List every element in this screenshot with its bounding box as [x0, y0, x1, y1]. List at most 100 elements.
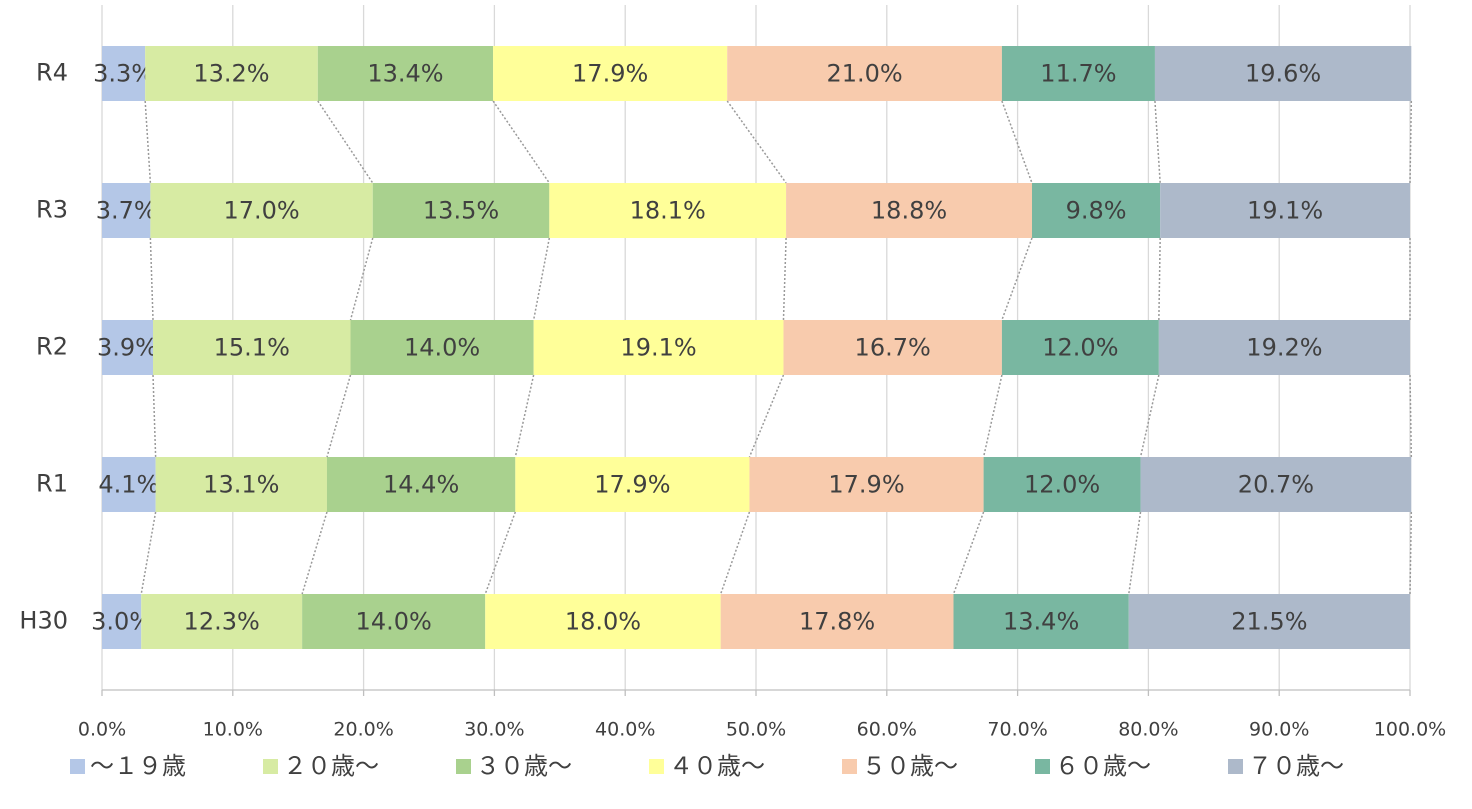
x-tick-label: 60.0% [857, 719, 917, 741]
bar-segment [485, 594, 721, 649]
bar-segment [145, 46, 318, 101]
data-label: 13.4% [1003, 608, 1079, 636]
bar-segment [141, 594, 303, 649]
data-label: 13.4% [367, 60, 443, 88]
bar-segment [326, 457, 516, 512]
bar-segment [549, 183, 787, 238]
legend-label: ～１９歳 [90, 752, 186, 780]
data-label: 18.1% [630, 197, 706, 225]
x-tick-label: 80.0% [1118, 719, 1178, 741]
data-label: 13.1% [203, 471, 279, 499]
x-tick-label: 90.0% [1249, 719, 1309, 741]
connector-line [514, 374, 535, 458]
connector-line [1409, 100, 1413, 184]
legend-label: ７０歳～ [1248, 752, 1344, 780]
connector-line [317, 100, 374, 184]
connector-line [301, 511, 328, 595]
bar-segment [983, 457, 1141, 512]
bar-segment [102, 457, 156, 512]
data-label: 17.0% [223, 197, 299, 225]
bar-segment [533, 320, 784, 375]
connector-line [719, 511, 751, 595]
bar-segment [783, 320, 1002, 375]
data-label: 16.7% [855, 334, 931, 362]
bar-segment [1140, 457, 1412, 512]
data-label: 3.7% [96, 197, 157, 225]
data-label: 12.0% [1042, 334, 1118, 362]
connector-line [1409, 511, 1413, 595]
bar-segment [372, 183, 550, 238]
data-label: 9.8% [1066, 197, 1127, 225]
bar-segment [102, 46, 146, 101]
bar-segment [720, 594, 954, 649]
data-label: 12.3% [184, 608, 260, 636]
legend-label: ４０歳～ [669, 752, 765, 780]
data-label: 19.2% [1246, 334, 1322, 362]
data-label: 14.0% [356, 608, 432, 636]
connector-line [152, 374, 157, 458]
bar-segment [317, 46, 494, 101]
connector-line [149, 237, 154, 321]
connector-line [748, 374, 785, 458]
connector-line [484, 511, 517, 595]
x-tick-label: 0.0% [78, 719, 126, 741]
connector-line [726, 100, 787, 184]
data-label: 14.0% [404, 334, 480, 362]
data-label: 13.2% [193, 60, 269, 88]
data-label: 19.1% [1247, 197, 1323, 225]
bar-segment [1154, 46, 1412, 101]
x-tick-label: 10.0% [203, 719, 263, 741]
connector-line [1128, 511, 1142, 595]
data-label: 3.9% [97, 334, 158, 362]
category-label: R4 [36, 59, 68, 87]
data-label: 19.1% [620, 334, 696, 362]
bar-segment [1001, 46, 1155, 101]
bar-segment [727, 46, 1002, 101]
legend-marker [649, 759, 664, 774]
legend-marker [842, 759, 857, 774]
connector-line [1001, 237, 1033, 321]
data-label: 17.8% [799, 608, 875, 636]
bar-segment [953, 594, 1129, 649]
connector-line [532, 237, 551, 321]
data-label: 14.4% [383, 471, 459, 499]
data-label: 18.0% [565, 608, 641, 636]
bar-segment [493, 46, 728, 101]
data-label: 15.1% [214, 334, 290, 362]
legend-label: ５０歳～ [862, 752, 958, 780]
data-label: 13.5% [423, 197, 499, 225]
data-label: 19.6% [1245, 60, 1321, 88]
bar-segment [786, 183, 1032, 238]
bar-segment [1160, 183, 1410, 238]
bar-segment [102, 183, 151, 238]
data-label: 17.9% [594, 471, 670, 499]
connector-line [492, 100, 550, 184]
connector-line [1158, 237, 1161, 321]
data-label: 18.8% [871, 197, 947, 225]
bar-segment [1031, 183, 1161, 238]
data-label: 12.0% [1024, 471, 1100, 499]
legend-label: ６０歳～ [1055, 752, 1151, 780]
bar-segment [150, 183, 373, 238]
legend-marker [1228, 759, 1243, 774]
connector-line [982, 374, 1003, 458]
connector-line [326, 374, 352, 458]
x-tick-label: 50.0% [726, 719, 786, 741]
data-label: 21.5% [1231, 608, 1307, 636]
bar-segment [1158, 320, 1410, 375]
connector-line [1139, 374, 1160, 458]
x-tick-label: 30.0% [464, 719, 524, 741]
connector-line [1001, 100, 1033, 184]
bar-segment [1128, 594, 1410, 649]
data-label: 21.0% [826, 60, 902, 88]
connector-line [782, 237, 787, 321]
category-label: H30 [19, 607, 68, 635]
legend-marker [70, 759, 85, 774]
data-label: 17.9% [828, 471, 904, 499]
x-tick-label: 100.0% [1374, 719, 1446, 741]
bar-segment [350, 320, 534, 375]
legend-label: ２０歳～ [283, 752, 379, 780]
connector-line [1409, 374, 1413, 458]
connector-line [349, 237, 374, 321]
bar-segment [155, 457, 327, 512]
